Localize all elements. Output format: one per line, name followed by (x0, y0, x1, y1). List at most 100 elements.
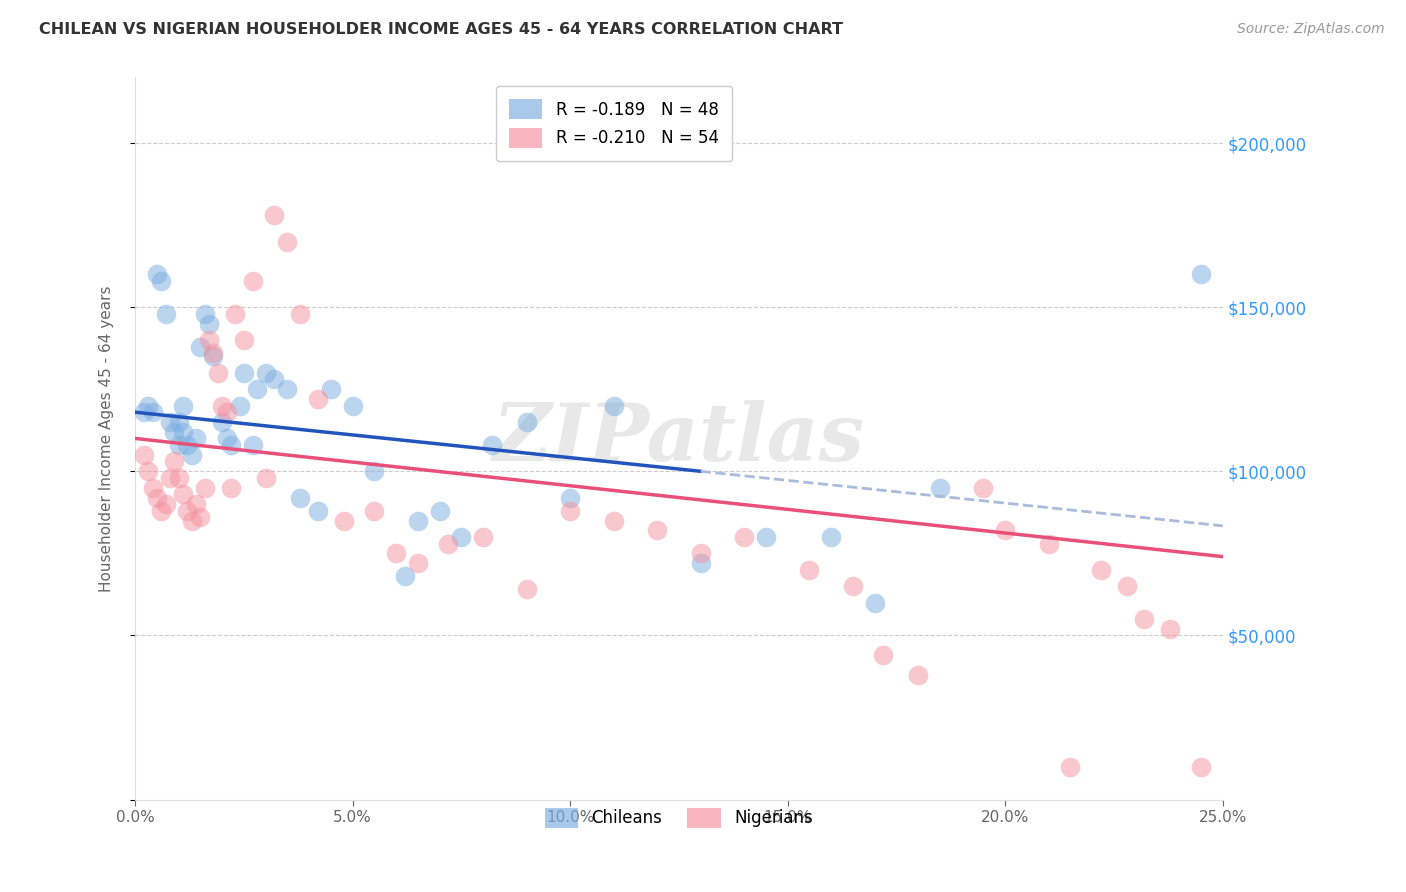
Point (481, 438, 503, 452)
Point (132, 405, 155, 419)
Point (194, 307, 217, 321)
Point (155, 307, 177, 321)
Point (163, 425, 186, 439)
Point (406, 556, 429, 570)
Point (385, 546, 408, 560)
Point (136, 399, 159, 413)
Point (132, 448, 155, 462)
Point (437, 536, 460, 550)
Point (215, 432, 238, 446)
Point (276, 235, 298, 249)
Point (194, 481, 217, 495)
Point (472, 530, 495, 544)
Point (172, 487, 194, 501)
Point (207, 366, 229, 380)
Point (180, 448, 202, 462)
Point (232, 366, 254, 380)
Point (155, 497, 177, 511)
Point (215, 405, 238, 419)
Y-axis label: Householder Income Ages 45 - 64 years: Householder Income Ages 45 - 64 years (100, 285, 114, 591)
Point (1059, 760, 1081, 774)
Point (146, 268, 169, 282)
Point (224, 307, 246, 321)
Point (150, 504, 173, 518)
Point (755, 530, 778, 544)
Point (190, 510, 212, 524)
Point (394, 569, 416, 583)
Point (333, 514, 356, 528)
Point (254, 471, 277, 485)
Point (342, 399, 364, 413)
Point (689, 546, 711, 560)
Point (242, 274, 264, 288)
Point (142, 405, 165, 419)
Point (872, 648, 894, 662)
Point (820, 530, 842, 544)
Point (242, 438, 264, 452)
Point (645, 524, 668, 538)
Point (363, 504, 385, 518)
Point (842, 579, 865, 593)
Point (1090, 563, 1112, 577)
Point (516, 415, 538, 429)
Point (406, 514, 429, 528)
Point (172, 399, 194, 413)
Point (994, 524, 1017, 538)
Point (1038, 536, 1060, 550)
Point (202, 346, 225, 360)
Point (290, 491, 312, 505)
Point (429, 504, 451, 518)
Point (1189, 268, 1212, 282)
Point (1116, 579, 1139, 593)
Point (263, 208, 285, 222)
Point (202, 350, 225, 364)
Point (184, 497, 207, 511)
Text: ZIPatlas: ZIPatlas (494, 400, 865, 477)
Point (198, 317, 221, 331)
Point (146, 491, 169, 505)
Legend: Chileans, Nigerians: Chileans, Nigerians (538, 801, 820, 835)
Point (167, 471, 190, 485)
Point (560, 504, 582, 518)
Point (276, 382, 298, 396)
Point (163, 454, 186, 468)
Point (1133, 612, 1156, 626)
Text: CHILEAN VS NIGERIAN HOUSEHOLDER INCOME AGES 45 - 64 YEARS CORRELATION CHART: CHILEAN VS NIGERIAN HOUSEHOLDER INCOME A… (39, 22, 844, 37)
Point (799, 563, 821, 577)
Point (560, 491, 582, 505)
Point (863, 596, 886, 610)
Point (172, 425, 194, 439)
Point (136, 464, 159, 478)
Point (150, 274, 173, 288)
Point (907, 668, 929, 682)
Point (972, 481, 994, 495)
Text: Source: ZipAtlas.com: Source: ZipAtlas.com (1237, 22, 1385, 37)
Point (219, 438, 242, 452)
Point (319, 382, 342, 396)
Point (1159, 622, 1181, 636)
Point (159, 415, 181, 429)
Point (733, 530, 755, 544)
Point (142, 481, 165, 495)
Point (167, 438, 190, 452)
Point (167, 415, 190, 429)
Point (232, 333, 254, 347)
Point (159, 471, 181, 485)
Point (450, 530, 472, 544)
Point (1189, 760, 1212, 774)
Point (211, 415, 233, 429)
Point (363, 464, 385, 478)
Point (689, 556, 711, 570)
Point (290, 307, 312, 321)
Point (190, 340, 212, 354)
Point (516, 582, 538, 597)
Point (176, 438, 198, 452)
Point (602, 399, 624, 413)
Point (307, 504, 329, 518)
Point (246, 382, 269, 396)
Point (176, 504, 198, 518)
Point (180, 514, 202, 528)
Point (228, 399, 250, 413)
Point (929, 481, 952, 495)
Point (219, 481, 242, 495)
